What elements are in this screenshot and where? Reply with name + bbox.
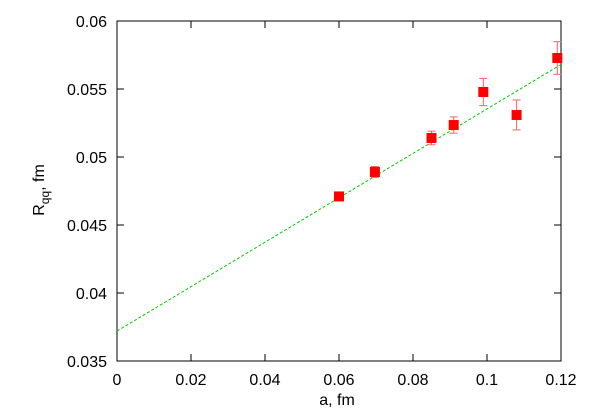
x-tick-label: 0.02	[175, 372, 206, 389]
point	[511, 109, 522, 120]
y-tick-label: 0.06	[76, 14, 107, 31]
point	[334, 191, 344, 202]
y-tick-label: 0.035	[67, 354, 107, 371]
y-axis-label-unit: , fm	[31, 164, 48, 191]
point	[552, 52, 563, 63]
x-axis-label: a, fm	[319, 392, 355, 409]
point	[426, 132, 437, 143]
y-axis-label: Rqq, fm	[31, 164, 52, 216]
y-tick-label: 0.055	[67, 82, 107, 99]
y-tick-label: 0.04	[76, 286, 107, 303]
y-tick-label: 0.045	[67, 218, 107, 235]
plot-frame	[116, 20, 562, 362]
point	[369, 166, 380, 177]
x-tick-label: 0.1	[476, 372, 498, 389]
x-tick-label: 0	[113, 372, 122, 389]
y-axis-label-main: R	[31, 204, 48, 216]
x-tick-label: 0.08	[397, 372, 428, 389]
x-tick-label: 0.06	[323, 372, 354, 389]
x-tick-label: 0.04	[249, 372, 280, 389]
y-axis-label-sub: qq	[38, 191, 52, 204]
point	[478, 86, 489, 97]
point	[448, 120, 459, 131]
x-tick-label: 0.12	[545, 372, 576, 389]
y-tick-label: 0.05	[76, 150, 107, 167]
fit-line	[116, 64, 562, 332]
